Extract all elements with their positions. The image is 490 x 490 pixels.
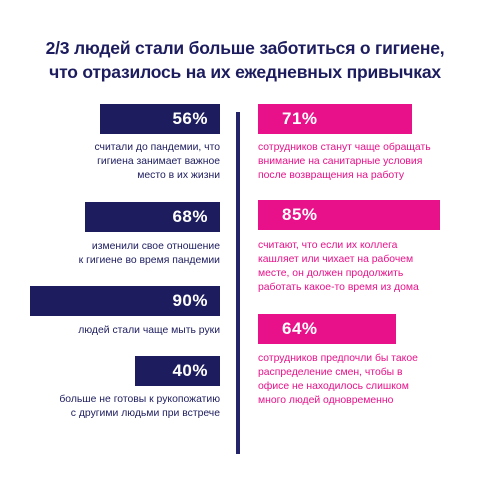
stat-bar-56: 56% [100,104,220,134]
stat-description-85: считают, что если их коллега кашляет или… [258,239,419,295]
description-line: месте, он должен продолжить [258,268,404,279]
description-line: больше не готовы к рукопожатию [59,394,220,405]
description-line: сотрудников станут чаще обращать [258,142,431,153]
title-line-2: что отразилось на их ежедневных привычка… [49,62,441,82]
stat-description-56: считали до пандемии, что гигиена занимае… [94,141,220,183]
stat-description-68: изменили свое отношение к гигиене во вре… [79,240,220,268]
description-line: гигиена занимает важное [97,156,220,167]
description-line: изменили свое отношение [91,241,220,252]
description-line: место в их жизни [137,170,220,181]
stat-bar-71: 71% [258,104,412,134]
stat-bar-64: 64% [258,314,396,344]
description-line: распределение смен, чтобы в [258,367,403,378]
description-line: работать какое-то время из дома [258,282,419,293]
description-line: с другими людьми при встрече [70,408,220,419]
stat-bar-40: 40% [135,356,220,386]
stat-description-90: людей стали чаще мыть руки [78,324,220,338]
description-line: после возвращения на работу [258,170,405,181]
stat-bar-85: 85% [258,200,440,230]
stat-description-71: сотрудников станут чаще обращать внимани… [258,141,431,183]
stat-description-64: сотрудников предпочли бы такое распредел… [258,352,418,408]
description-line: внимание на санитарные условия [258,156,423,167]
description-line: к гигиене во время пандемии [78,255,220,266]
stat-bar-68: 68% [85,202,220,232]
description-line: кашляет или чихает на рабочем [258,254,414,265]
description-line: считают, что если их коллега [258,240,398,251]
description-line: офисе не находилось слишком [258,381,409,392]
description-line: много людей одновременно [258,395,394,406]
stat-bar-90: 90% [30,286,220,316]
description-line: сотрудников предпочли бы такое [258,353,418,364]
infographic-title: 2/3 людей стали больше заботиться о гиги… [0,36,490,84]
stat-description-40: больше не готовы к рукопожатию с другими… [59,393,220,421]
center-divider [236,112,240,454]
description-line: людей стали чаще мыть руки [78,325,220,336]
title-line-1: 2/3 людей стали больше заботиться о гиги… [45,38,445,58]
description-line: считали до пандемии, что [94,142,220,153]
